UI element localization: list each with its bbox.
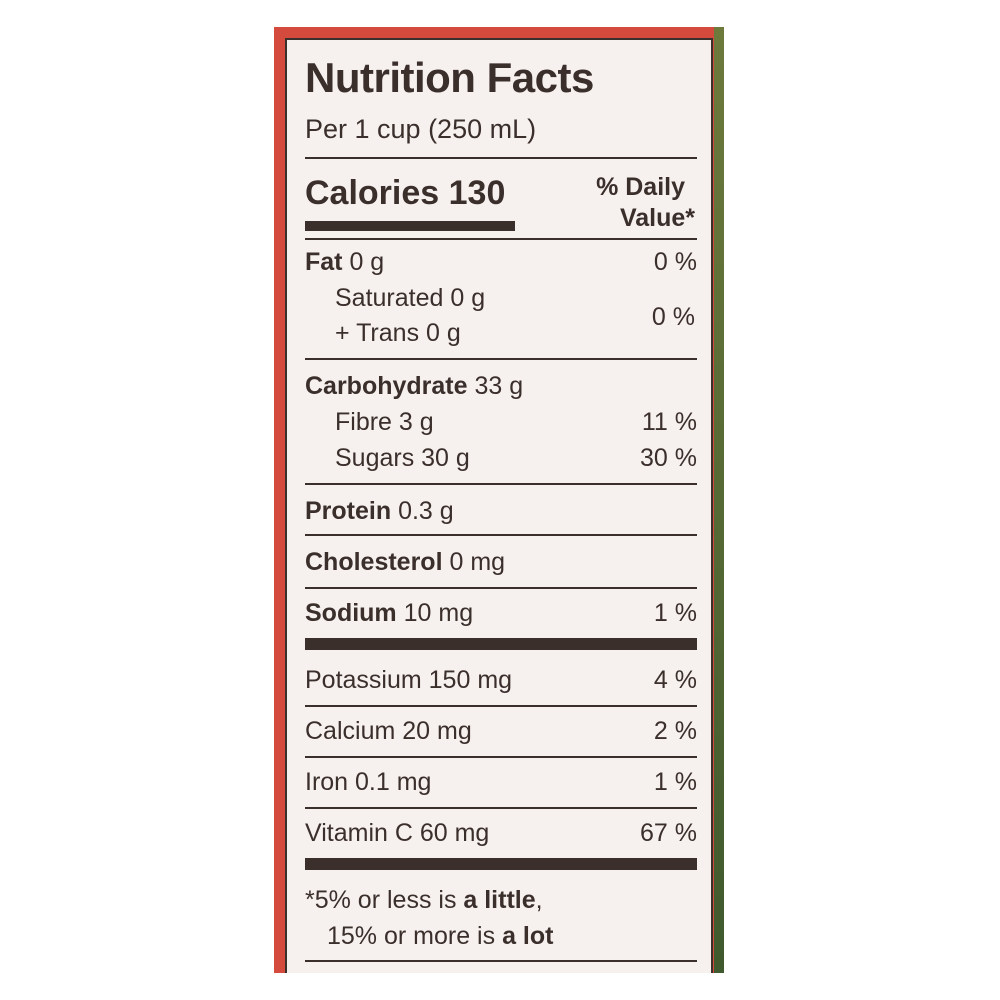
- footnote-text: *5% or less is: [305, 886, 464, 914]
- iron-dv: 1 %: [653, 768, 697, 796]
- calories-value: 130: [448, 174, 506, 212]
- divider: [305, 358, 697, 360]
- cholesterol-label: Cholesterol: [305, 548, 443, 576]
- fibre-text: Fibre 3 g: [335, 408, 434, 436]
- divider: [305, 587, 697, 589]
- vitamin-c-text: Vitamin C 60 mg: [305, 819, 490, 847]
- potassium-text: Potassium 150 mg: [305, 666, 513, 694]
- iron-text: Iron 0.1 mg: [305, 768, 432, 796]
- divider: [305, 157, 697, 159]
- table-title: Nutrition Facts: [305, 54, 594, 101]
- footnote-line-1: *5% or less is a little,: [305, 885, 543, 915]
- calories-underline: [305, 221, 515, 231]
- daily-value-heading-line2: Value*: [619, 204, 695, 232]
- trans-text: + Trans 0 g: [335, 319, 461, 347]
- divider: [305, 807, 697, 809]
- potassium-dv: 4 %: [653, 666, 697, 694]
- sugars-dv: 30 %: [640, 444, 697, 472]
- divider: [305, 705, 697, 707]
- daily-value-heading-line1: % Daily: [596, 173, 685, 201]
- sodium-amount: 10 mg: [403, 599, 474, 627]
- vitamin-c-dv: 67 %: [640, 819, 697, 847]
- saturated-text: Saturated 0 g: [335, 284, 486, 312]
- sodium-label: Sodium: [305, 599, 397, 627]
- sodium-dv: 1 %: [653, 599, 697, 627]
- fat-label: Fat: [305, 248, 343, 276]
- serving-size: Per 1 cup (250 mL): [305, 114, 537, 144]
- fat-dv: 0 %: [653, 248, 697, 276]
- calcium-dv: 2 %: [653, 717, 697, 745]
- calcium-text: Calcium 20 mg: [305, 717, 472, 745]
- divider: [305, 483, 697, 485]
- calories-row: Calories 130: [305, 173, 505, 213]
- footnote-text: 15% or more is: [327, 922, 503, 950]
- footnote-text: ,: [535, 886, 543, 914]
- protein-label: Protein: [305, 497, 392, 525]
- divider: [305, 534, 697, 536]
- thick-divider: [305, 638, 697, 650]
- footnote-emphasis: a little: [463, 886, 536, 914]
- divider: [305, 960, 697, 962]
- fibre-dv: 11 %: [641, 408, 697, 436]
- cholesterol-amount: 0 mg: [449, 548, 506, 576]
- sugars-text: Sugars 30 g: [335, 444, 470, 472]
- nutrition-facts-table: Nutrition Facts Per 1 cup (250 mL) Calor…: [285, 38, 713, 973]
- protein-amount: 0.3 g: [398, 497, 454, 525]
- fat-amount: 0 g: [349, 248, 385, 276]
- calories-label: Calories: [305, 174, 440, 212]
- package-green-edge: [714, 27, 724, 973]
- footnote-emphasis: a lot: [502, 922, 554, 950]
- thick-divider: [305, 858, 697, 870]
- divider: [305, 238, 697, 240]
- footnote-line-2: 15% or more is a lot: [327, 921, 553, 951]
- carbohydrate-amount: 33 g: [474, 372, 524, 400]
- saturated-trans-dv: 0 %: [651, 303, 695, 331]
- carbohydrate-label: Carbohydrate: [305, 372, 468, 400]
- divider: [305, 756, 697, 758]
